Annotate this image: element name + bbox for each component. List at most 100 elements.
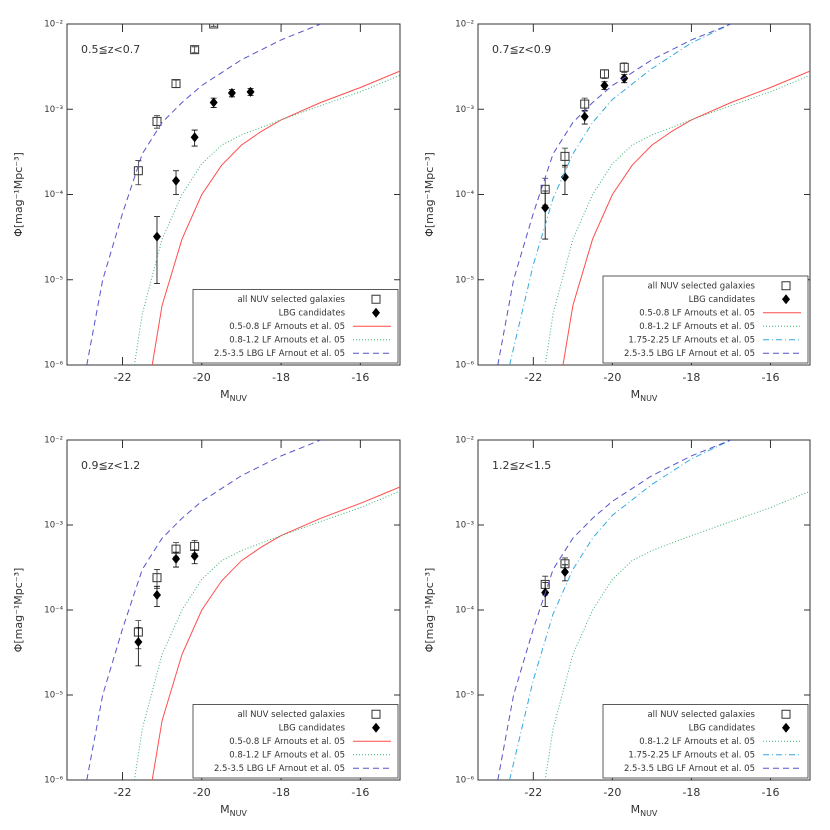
y-tick-label: 10⁻² — [44, 20, 63, 30]
y-tick-label: 10⁻⁴ — [455, 190, 474, 200]
diamond-marker — [227, 88, 236, 99]
lf-curve — [544, 490, 810, 780]
data-area — [497, 440, 810, 780]
y-tick-label: 10⁻⁴ — [455, 606, 474, 616]
y-axis-label: Φ[mag⁻¹Mpc⁻³] — [423, 152, 436, 237]
legend-label: 2.5-3.5 LBG LF Arnout et al. 05 — [624, 349, 755, 359]
diamond-marker — [372, 307, 380, 318]
panel: 10⁻⁶ 10⁻⁵ 10⁻⁴ 10⁻³ 10⁻² -22 -20 -18 -16 MNUV Φ[ma… — [423, 436, 811, 818]
square-marker — [560, 151, 570, 161]
square-marker — [152, 573, 162, 583]
diamond-marker — [246, 86, 255, 97]
x-tick-label: -20 — [603, 786, 621, 799]
x-tick-label: -16 — [761, 786, 779, 799]
legend: all NUV selected galaxies LBG candidates 0… — [192, 704, 399, 779]
y-tick-label: 10⁻⁵ — [44, 691, 63, 701]
x-tick-label: -16 — [761, 371, 779, 384]
diamond-marker — [152, 590, 161, 601]
y-axis-label: Φ[mag⁻¹Mpc⁻³] — [423, 568, 436, 653]
square-marker — [152, 116, 162, 126]
y-tick-label: 10⁻² — [455, 20, 474, 30]
diamond-marker — [190, 551, 199, 562]
legend-label: 0.8-1.2 LF Arnouts et al. 05 — [229, 750, 345, 760]
x-axis-label-sub: NUV — [640, 394, 658, 403]
annotation: 1.2≦z<1.5 — [492, 459, 551, 472]
square-marker — [781, 709, 791, 719]
x-tick-label: -16 — [351, 786, 369, 799]
x-tick-label: -18 — [272, 786, 290, 799]
legend-label: all NUV selected galaxies — [237, 295, 345, 305]
data-area — [86, 24, 400, 365]
square-marker — [190, 45, 200, 55]
y-tick-label: 10⁻³ — [455, 521, 474, 531]
diamond-marker — [172, 553, 181, 564]
x-axis-label-main: M — [631, 803, 641, 816]
diamond-marker — [580, 111, 589, 122]
diamond-marker — [209, 97, 218, 108]
legend-label: all NUV selected galaxies — [237, 710, 345, 720]
lf-curve — [86, 24, 321, 365]
x-axis-label: MNUV — [220, 388, 247, 403]
legend-label: LBG candidates — [689, 723, 756, 733]
square-marker — [209, 24, 219, 29]
error-bar — [153, 216, 160, 285]
x-tick-label: -18 — [272, 371, 290, 384]
x-tick-label: -22 — [114, 786, 132, 799]
diamond-marker — [172, 175, 181, 186]
diamond-marker — [600, 80, 609, 91]
panel: 10⁻⁶ 10⁻⁵ 10⁻⁴ 10⁻³ 10⁻² -22 -20 -18 -16 MNUV Φ[ma… — [12, 436, 401, 818]
error-bar — [542, 190, 549, 240]
y-tick-label: 10⁻⁶ — [44, 776, 63, 786]
legend-label: 1.75-2.25 LF Arnouts et al. 05 — [628, 750, 755, 760]
y-tick-label: 10⁻⁴ — [44, 606, 63, 616]
square-marker — [371, 709, 381, 719]
y-tick-label: 10⁻⁵ — [455, 691, 474, 701]
y-tick-label: 10⁻² — [44, 436, 63, 446]
y-axis-label: Φ[mag⁻¹Mpc⁻³] — [12, 152, 25, 237]
error-bar — [173, 79, 180, 88]
lf-curve — [509, 24, 732, 365]
y-tick-label: 10⁻⁶ — [455, 776, 474, 786]
diamond-marker — [782, 722, 790, 733]
x-axis-label-main: M — [631, 388, 641, 401]
legend-label: 0.5-0.8 LF Arnouts et al. 05 — [229, 322, 345, 332]
diamond-marker — [782, 294, 790, 305]
panel: 10⁻⁶ 10⁻⁵ 10⁻⁴ 10⁻³ 10⁻² -22 -20 -18 -16 MNUV Φ[ma… — [423, 20, 811, 403]
square-marker — [781, 281, 791, 291]
diamond-marker — [134, 637, 143, 648]
diamond-marker — [560, 172, 569, 183]
legend-label: 2.5-3.5 LBG LF Arnout et al. 05 — [214, 764, 345, 774]
legend-label: 1.75-2.25 LF Arnouts et al. 05 — [628, 335, 755, 345]
error-bar — [135, 160, 142, 186]
y-tick-label: 10⁻⁴ — [44, 190, 63, 200]
lf-curve — [497, 440, 732, 780]
y-tick-label: 10⁻³ — [44, 521, 63, 531]
legend-label: 2.5-3.5 LBG LF Arnout et al. 05 — [624, 764, 755, 774]
square-marker — [619, 62, 629, 72]
error-bar — [153, 569, 160, 589]
y-tick-label: 10⁻⁵ — [44, 275, 63, 285]
legend-box — [602, 704, 809, 779]
legend-label: LBG candidates — [689, 295, 756, 305]
x-tick-label: -22 — [524, 371, 542, 384]
lf-curve — [497, 24, 732, 365]
diamond-marker — [620, 73, 629, 84]
data-area — [86, 440, 400, 780]
y-tick-label: 10⁻⁶ — [44, 361, 63, 371]
legend-label: 2.5-3.5 LBG LF Arnout et al. 05 — [214, 349, 345, 359]
x-tick-label: -16 — [351, 371, 369, 384]
diamond-marker — [541, 202, 550, 213]
x-tick-label: -22 — [114, 371, 132, 384]
square-marker — [599, 69, 609, 79]
error-bar — [210, 24, 217, 27]
square-marker — [371, 294, 381, 304]
x-tick-label: -18 — [682, 786, 700, 799]
x-tick-label: -20 — [193, 371, 211, 384]
x-axis-label-main: M — [220, 803, 230, 816]
annotation: 0.5≦z<0.7 — [81, 43, 140, 56]
lf-curve — [509, 440, 732, 780]
x-axis-label-sub: NUV — [640, 809, 658, 818]
lf-curve — [151, 486, 400, 780]
legend-box — [602, 275, 809, 364]
